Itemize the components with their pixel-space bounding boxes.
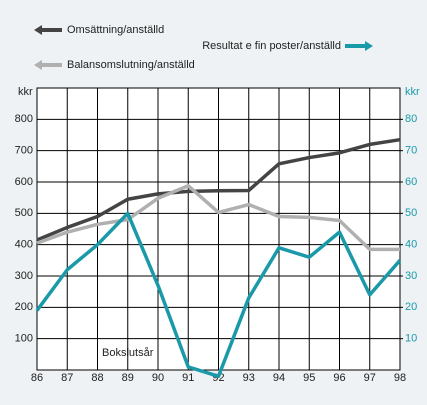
legend-arrow: [34, 25, 62, 35]
y2-tick-label: 50: [405, 207, 417, 219]
y2-tick-label: 80: [405, 113, 417, 125]
y-tick-label: 400: [15, 239, 33, 251]
x-tick-label: 87: [61, 372, 73, 384]
legend-label: Resultat e fin poster/anställd: [202, 40, 341, 52]
line: [36, 184, 400, 252]
legend-label: Balansomslutning/anställd: [67, 59, 195, 71]
legend-arrow: [345, 41, 373, 51]
y-tick-label: 200: [15, 301, 33, 313]
y2-tick-label: 40: [405, 239, 417, 251]
y-tick-label: 600: [15, 176, 33, 188]
y2-tick-label: 60: [405, 176, 417, 188]
y-tick-label: 800: [15, 113, 33, 125]
y-tick-label: 100: [15, 333, 33, 345]
x-tick-label: 89: [122, 372, 134, 384]
y-tick-label: 300: [15, 270, 33, 282]
x-tick-label: 95: [303, 372, 315, 384]
x-tick-label: 93: [243, 372, 255, 384]
x-tick-label: 86: [31, 372, 43, 384]
x-tick-label: 90: [152, 372, 164, 384]
y2-tick-label: 70: [405, 145, 417, 157]
y2-axis-label: kkr: [405, 86, 420, 98]
y-tick-label: 700: [15, 145, 33, 157]
x-tick-label: 98: [394, 372, 406, 384]
line: [35, 211, 402, 379]
x-tick-label: 96: [333, 372, 345, 384]
x-tick-label: 94: [273, 372, 285, 384]
x-tick-label: 91: [182, 372, 194, 384]
line: [36, 137, 401, 242]
legend-label: Omsättning/anställd: [67, 24, 164, 36]
x-tick-label: 97: [364, 372, 376, 384]
y-axis-label: kkr: [18, 86, 33, 98]
legend-arrow: [34, 60, 62, 70]
y-tick-label: 500: [15, 207, 33, 219]
y2-tick-label: 30: [405, 270, 417, 282]
x-tick-label: 88: [91, 372, 103, 384]
y2-tick-label: 20: [405, 301, 417, 313]
y2-tick-label: 10: [405, 333, 417, 345]
